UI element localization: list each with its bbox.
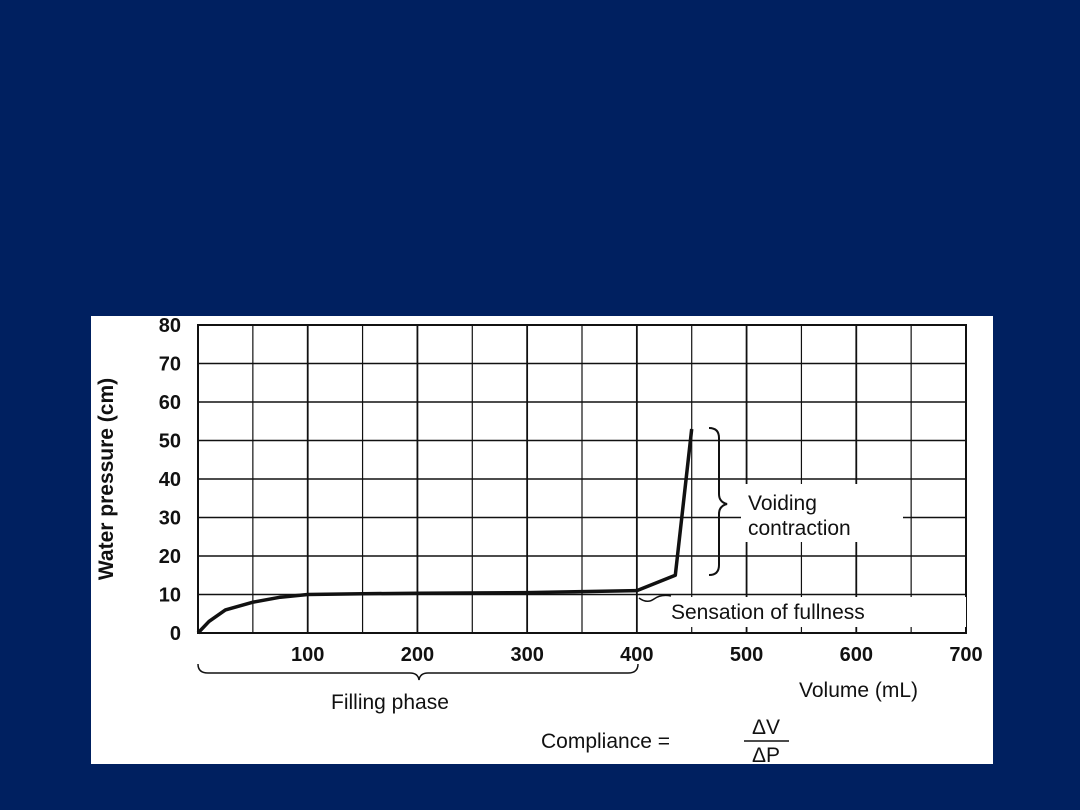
- y-tick-label: 0: [170, 623, 181, 645]
- sensation-label: Sensation of fullness: [671, 601, 865, 624]
- y-tick-label: 20: [159, 546, 181, 568]
- plot-frame: [197, 324, 967, 634]
- y-tick-label: 60: [159, 392, 181, 414]
- x-tick-labels: 100 200 300 400 500 600 700: [291, 644, 983, 666]
- grid: [198, 325, 966, 633]
- sensation-pointer: [638, 594, 672, 602]
- x-axis-title: Volume (mL): [799, 679, 918, 702]
- y-tick-label: 70: [159, 354, 181, 376]
- x-tick-label: 600: [840, 644, 873, 666]
- x-tick-label: 400: [620, 644, 653, 666]
- pressure-volume-curve: [196, 428, 694, 635]
- y-tick-label: 10: [159, 585, 181, 607]
- x-tick-label: 700: [949, 644, 982, 666]
- y-axis-title: Water pressure (cm): [95, 378, 118, 580]
- filling-phase-label: Filling phase: [331, 691, 449, 714]
- y-tick-label: 40: [159, 469, 181, 491]
- figure-panel: 0 10 20 30 40 50 60 70 80 100 200 300 400 500 600 700 …: [91, 316, 993, 764]
- voiding-label-line1: Voiding: [748, 492, 817, 515]
- compliance-denominator: ΔP: [752, 744, 780, 764]
- y-tick-label: 30: [159, 508, 181, 530]
- y-tick-label: 50: [159, 431, 181, 453]
- x-tick-label: 200: [401, 644, 434, 666]
- x-tick-label: 300: [510, 644, 543, 666]
- voiding-label-line2: contraction: [748, 517, 851, 540]
- y-tick-labels: 0 10 20 30 40 50 60 70 80: [159, 316, 181, 645]
- compliance-numerator: ΔV: [752, 716, 780, 739]
- compliance-label: Compliance =: [541, 730, 670, 753]
- voiding-label-box: [741, 484, 903, 542]
- sensation-label-box: [668, 597, 966, 627]
- x-tick-label: 100: [291, 644, 324, 666]
- voiding-brace: [708, 427, 728, 576]
- filling-brace: [197, 663, 639, 681]
- x-tick-label: 500: [730, 644, 763, 666]
- y-tick-label: 80: [159, 316, 181, 337]
